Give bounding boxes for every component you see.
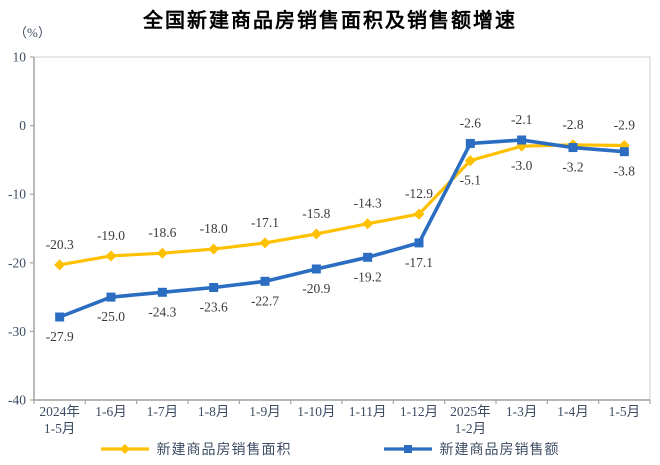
- data-label: -17.1: [405, 255, 433, 270]
- square-marker: [517, 135, 527, 145]
- diamond-marker: [259, 237, 271, 249]
- series-line: [59, 138, 625, 319]
- legend-label-sales-amount: 新建商品房销售额: [439, 443, 560, 458]
- legend: 新建商品房销售面积 新建商品房销售额: [0, 439, 660, 459]
- x-axis-label: 1-10月: [297, 404, 335, 419]
- square-marker: [106, 292, 116, 302]
- data-label: -25.0: [97, 309, 125, 324]
- data-label: -3.0: [511, 158, 533, 173]
- y-tick-label: 10: [13, 50, 27, 65]
- x-axis-label: 2024年 1-5月: [39, 404, 80, 436]
- x-axis-label: 1-5月: [609, 404, 641, 419]
- square-marker: [260, 276, 270, 286]
- data-label: -18.6: [148, 225, 176, 240]
- x-axis-label: 1-11月: [349, 404, 387, 419]
- data-label: -2.9: [614, 117, 636, 132]
- x-axis-label: 1-8月: [198, 404, 230, 419]
- data-label: -12.9: [405, 186, 433, 201]
- data-label: -3.8: [614, 164, 636, 179]
- diamond-marker: [464, 155, 476, 167]
- x-axis-label: 2025年 1-2月: [450, 404, 491, 436]
- diamond-marker: [156, 247, 168, 259]
- data-label: -20.9: [302, 281, 330, 296]
- square-marker: [363, 252, 373, 262]
- legend-marker-sales-area-icon: [100, 444, 149, 454]
- data-label: -19.2: [354, 269, 382, 284]
- legend-item-sales-area: 新建商品房销售面积: [100, 439, 292, 459]
- data-label: -3.2: [562, 160, 583, 175]
- data-label: -14.3: [354, 196, 382, 211]
- x-axis-label: 1-12月: [400, 404, 438, 419]
- y-axis: 10 0 -10 -20 -30 -40: [8, 50, 34, 408]
- data-label: -20.3: [46, 237, 74, 252]
- data-label: -18.0: [200, 221, 228, 236]
- data-label: -24.3: [148, 304, 176, 319]
- data-label: -17.1: [251, 215, 279, 230]
- diamond-marker: [54, 259, 66, 271]
- data-label: -22.7: [251, 293, 279, 308]
- data-label: -19.0: [97, 228, 125, 243]
- legend-label-sales-area: 新建商品房销售面积: [156, 443, 292, 458]
- square-marker: [619, 147, 629, 157]
- y-tick-label: -40: [8, 393, 26, 408]
- y-axis-unit-label: （%）: [14, 25, 51, 40]
- x-axis-label: 1-7月: [147, 404, 179, 419]
- square-marker: [465, 138, 475, 148]
- series-sales-amount: -27.9 -25.0 -24.3 -23.6 -22.7 -20.9 -19.2 -17.1…: [46, 112, 636, 344]
- square-marker: [311, 264, 321, 274]
- square-marker: [414, 238, 424, 248]
- plot-border: [34, 56, 651, 400]
- y-tick-label: -30: [8, 324, 26, 339]
- diamond-marker: [105, 250, 117, 262]
- chart-title: 全国新建商品房销售面积及销售额增速: [143, 10, 517, 32]
- data-label: -23.6: [200, 299, 228, 314]
- diamond-marker: [310, 228, 322, 240]
- x-axis-label: 1-9月: [249, 404, 281, 419]
- legend-item-sales-amount: 新建商品房销售额: [383, 439, 560, 459]
- y-tick-label: 0: [19, 118, 26, 133]
- data-label: -2.8: [562, 117, 584, 132]
- diamond-marker: [362, 218, 374, 230]
- square-marker: [209, 282, 219, 292]
- square-marker: [568, 143, 578, 153]
- y-tick-label: -20: [8, 255, 26, 270]
- x-axis-label: 1-4月: [557, 404, 589, 419]
- diamond-marker: [413, 208, 425, 220]
- data-label: -27.9: [46, 329, 74, 344]
- legend-marker-sales-amount-icon: [383, 445, 432, 453]
- square-marker: [55, 312, 65, 322]
- data-label: -2.1: [511, 112, 532, 127]
- x-axis-label: 1-3月: [506, 404, 538, 419]
- series-line: [59, 143, 625, 267]
- square-marker: [157, 287, 167, 297]
- data-label: -5.1: [460, 173, 481, 188]
- x-axis-label: 1-6月: [95, 404, 127, 419]
- x-axis: 2024年 1-5月 1-6月 1-7月 1-8月 1-9月 1-10月 1-11月 1-12月…: [33, 400, 651, 436]
- series-sales-area: -20.3 -19.0 -18.6 -18.0 -17.1 -15.8 -14.3 -12.9…: [46, 117, 636, 271]
- diamond-marker: [208, 243, 220, 255]
- data-label: -2.6: [460, 115, 482, 130]
- y-tick-label: -10: [8, 187, 26, 202]
- data-label: -15.8: [302, 206, 330, 221]
